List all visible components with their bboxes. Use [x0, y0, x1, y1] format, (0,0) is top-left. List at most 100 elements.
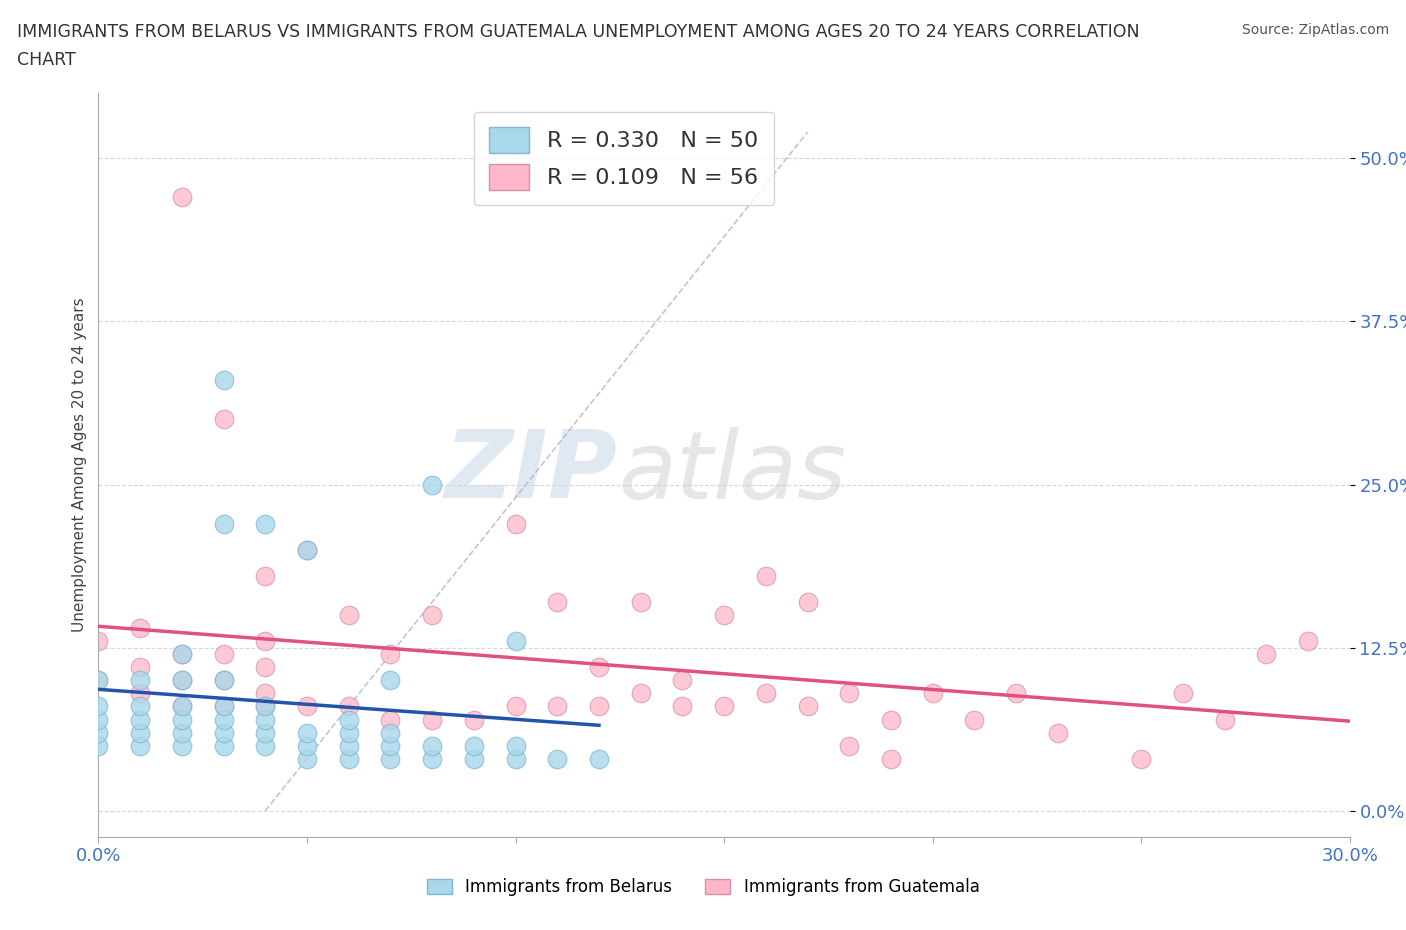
Point: [880, 751, 903, 766]
Point: [295, 542, 318, 557]
Point: [546, 699, 568, 714]
Point: [254, 516, 277, 531]
Point: [505, 516, 527, 531]
Point: [212, 373, 235, 388]
Legend: R = 0.330   N = 50, R = 0.109   N = 56: R = 0.330 N = 50, R = 0.109 N = 56: [474, 112, 775, 206]
Point: [87, 738, 110, 753]
Point: [254, 738, 277, 753]
Point: [505, 751, 527, 766]
Point: [671, 673, 693, 688]
Point: [713, 699, 735, 714]
Point: [212, 673, 235, 688]
Point: [87, 673, 110, 688]
Point: [212, 699, 235, 714]
Point: [254, 568, 277, 583]
Point: [337, 712, 360, 727]
Point: [129, 673, 152, 688]
Text: ZIP: ZIP: [444, 427, 617, 518]
Point: [170, 190, 193, 205]
Point: [170, 673, 193, 688]
Point: [838, 686, 860, 701]
Point: [1171, 686, 1194, 701]
Legend: Immigrants from Belarus, Immigrants from Guatemala: Immigrants from Belarus, Immigrants from…: [420, 871, 986, 903]
Point: [87, 725, 110, 740]
Point: [713, 607, 735, 622]
Point: [170, 725, 193, 740]
Point: [295, 738, 318, 753]
Point: [87, 712, 110, 727]
Point: [588, 660, 610, 675]
Point: [129, 686, 152, 701]
Point: [505, 699, 527, 714]
Point: [170, 673, 193, 688]
Point: [463, 738, 485, 753]
Point: [212, 712, 235, 727]
Point: [254, 712, 277, 727]
Point: [129, 738, 152, 753]
Point: [87, 633, 110, 648]
Point: [170, 699, 193, 714]
Point: [212, 647, 235, 662]
Point: [254, 686, 277, 701]
Point: [588, 751, 610, 766]
Text: atlas: atlas: [617, 427, 846, 518]
Point: [420, 607, 443, 622]
Y-axis label: Unemployment Among Ages 20 to 24 years: Unemployment Among Ages 20 to 24 years: [72, 298, 87, 632]
Point: [463, 712, 485, 727]
Point: [380, 673, 402, 688]
Point: [295, 725, 318, 740]
Point: [963, 712, 986, 727]
Point: [254, 699, 277, 714]
Point: [129, 660, 152, 675]
Point: [755, 686, 778, 701]
Point: [380, 712, 402, 727]
Text: IMMIGRANTS FROM BELARUS VS IMMIGRANTS FROM GUATEMALA UNEMPLOYMENT AMONG AGES 20 : IMMIGRANTS FROM BELARUS VS IMMIGRANTS FR…: [17, 23, 1139, 41]
Point: [796, 699, 818, 714]
Text: Source: ZipAtlas.com: Source: ZipAtlas.com: [1241, 23, 1389, 37]
Point: [129, 699, 152, 714]
Point: [212, 673, 235, 688]
Point: [796, 594, 818, 609]
Point: [212, 738, 235, 753]
Point: [505, 738, 527, 753]
Point: [87, 699, 110, 714]
Point: [420, 477, 443, 492]
Point: [546, 594, 568, 609]
Point: [129, 725, 152, 740]
Point: [921, 686, 943, 701]
Point: [295, 699, 318, 714]
Point: [1213, 712, 1236, 727]
Point: [1296, 633, 1319, 648]
Point: [254, 660, 277, 675]
Point: [420, 738, 443, 753]
Point: [1046, 725, 1069, 740]
Point: [380, 725, 402, 740]
Point: [1005, 686, 1028, 701]
Point: [254, 699, 277, 714]
Point: [87, 673, 110, 688]
Point: [337, 699, 360, 714]
Point: [212, 725, 235, 740]
Point: [129, 620, 152, 635]
Point: [170, 647, 193, 662]
Point: [337, 738, 360, 753]
Point: [588, 699, 610, 714]
Point: [463, 751, 485, 766]
Point: [838, 738, 860, 753]
Point: [380, 647, 402, 662]
Point: [254, 633, 277, 648]
Point: [295, 542, 318, 557]
Point: [1256, 647, 1278, 662]
Point: [880, 712, 903, 727]
Point: [630, 594, 652, 609]
Point: [170, 738, 193, 753]
Point: [337, 725, 360, 740]
Text: CHART: CHART: [17, 51, 76, 69]
Point: [380, 738, 402, 753]
Point: [212, 699, 235, 714]
Point: [337, 607, 360, 622]
Point: [630, 686, 652, 701]
Point: [295, 751, 318, 766]
Point: [170, 699, 193, 714]
Point: [546, 751, 568, 766]
